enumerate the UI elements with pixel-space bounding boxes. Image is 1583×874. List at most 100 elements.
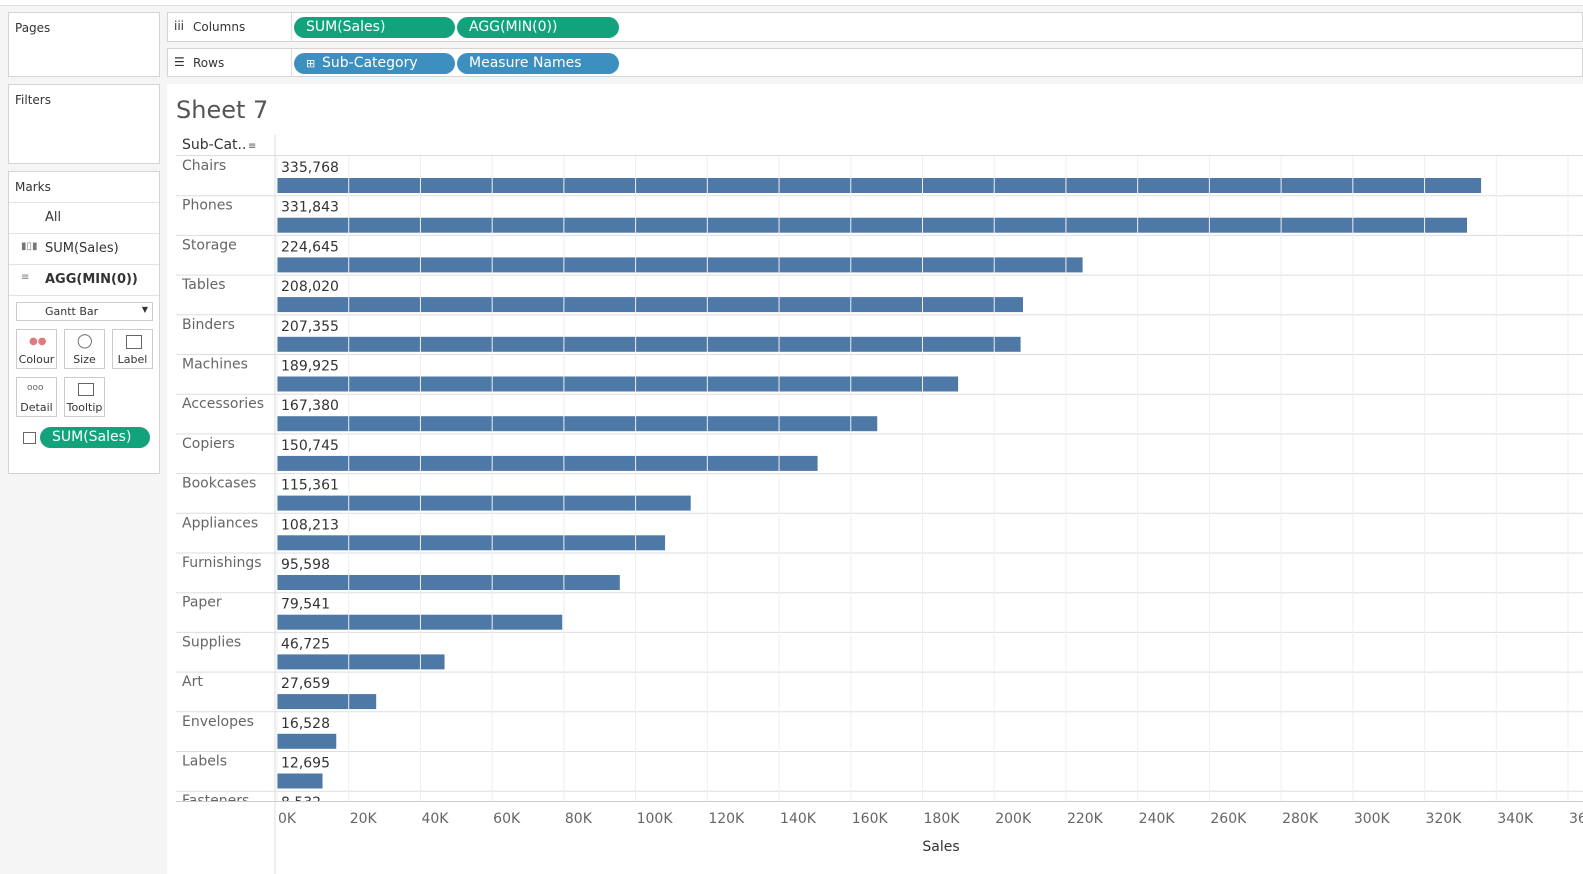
x-tick-label: 120K — [708, 811, 745, 827]
marks-all[interactable]: All — [45, 210, 62, 225]
label-label: Label — [117, 353, 148, 366]
rows-title: Rows — [193, 56, 225, 70]
bar — [277, 535, 666, 551]
value-label: 95,598 — [281, 557, 330, 573]
value-label: 12,695 — [281, 756, 330, 772]
x-tick-label: 80K — [565, 811, 593, 827]
size-label: Size — [73, 353, 96, 366]
value-label: 335,768 — [281, 160, 339, 176]
x-tick-label: 160K — [852, 811, 889, 827]
colour-label: Colour — [18, 353, 55, 366]
x-tick-label: 180K — [924, 811, 961, 827]
value-label: 115,361 — [281, 478, 339, 494]
category-label: Fasteners — [182, 793, 249, 809]
value-label: 27,659 — [281, 676, 330, 692]
gantt-icon: ≡ — [21, 272, 30, 283]
value-label: 207,355 — [281, 319, 339, 335]
bar — [277, 257, 1083, 273]
category-label: Art — [182, 674, 203, 690]
x-tick-label: 0K — [278, 811, 297, 827]
tooltip-label: Tooltip — [66, 401, 103, 414]
x-tick-label: 100K — [637, 811, 674, 827]
bar — [277, 178, 1482, 193]
divider — [9, 295, 159, 296]
sort-icon: ≡ — [248, 141, 256, 152]
pages-title: Pages — [15, 21, 51, 35]
rows-shelf: ☰ Rows Sub-Category ⊞ Measure Names — [167, 48, 1583, 77]
category-label: Bookcases — [182, 476, 256, 492]
value-label: 46,725 — [281, 636, 330, 652]
columns-title: Columns — [193, 20, 246, 34]
size-button[interactable]: ◯ Size — [64, 329, 105, 369]
column-pill[interactable]: AGG(MIN(0)) — [457, 17, 619, 38]
category-label: Machines — [182, 357, 248, 373]
x-tick-label: 20K — [350, 811, 378, 827]
x-tick-label: 40K — [421, 811, 449, 827]
value-label: 208,020 — [281, 279, 339, 295]
columns-shelf: iii Columns SUM(Sales) AGG(MIN(0)) — [167, 12, 1583, 42]
detail-button[interactable]: ooo Detail — [16, 377, 57, 417]
label-pill[interactable]: SUM(Sales) — [40, 427, 150, 448]
tooltip-button[interactable]: Tooltip — [64, 377, 105, 417]
divider — [9, 202, 159, 203]
detail-icon: ooo — [27, 383, 44, 393]
mark-type-dropdown[interactable]: Gantt Bar ▼ — [16, 302, 153, 321]
bar — [277, 773, 323, 789]
divider — [9, 233, 159, 234]
divider — [291, 49, 292, 76]
bar — [277, 575, 620, 590]
category-header: Sub-Cat.. — [182, 137, 246, 153]
marks-card: Marks All ▮▯▮ SUM(Sales) ≡ AGG(MIN(0)) G… — [8, 171, 160, 474]
tab-strip — [0, 0, 1583, 6]
colour-icon: ●● — [29, 336, 47, 347]
category-label: Accessories — [182, 396, 264, 412]
value-label: 150,745 — [281, 438, 339, 454]
row-pill[interactable]: Sub-Category — [294, 53, 455, 74]
value-label: 16,528 — [281, 716, 330, 732]
filters-title: Filters — [15, 93, 51, 107]
category-label: Copiers — [182, 436, 235, 452]
tooltip-icon — [78, 383, 94, 396]
x-axis-title: Sales — [922, 839, 959, 855]
label-button[interactable]: Label — [112, 329, 153, 369]
category-label: Paper — [182, 595, 222, 611]
category-label: Phones — [182, 198, 233, 214]
x-tick-label: 220K — [1067, 811, 1104, 827]
chart: Sheet 7 Sub-Cat.. ≡ Sales Chairs 335,768 P… — [167, 84, 1583, 874]
value-label: 79,541 — [281, 597, 330, 613]
rows-icon: ☰ — [174, 55, 185, 69]
dropdown-arrow: ▼ — [141, 305, 148, 314]
row-pill[interactable]: Measure Names — [457, 53, 619, 74]
category-label: Tables — [181, 277, 226, 293]
label-icon — [126, 335, 142, 349]
value-label: 8,532 — [281, 795, 321, 811]
bar — [277, 416, 878, 432]
x-tick-label: 280K — [1282, 811, 1319, 827]
bar — [277, 495, 691, 511]
size-icon: ◯ — [77, 333, 93, 349]
category-label: Chairs — [182, 158, 226, 174]
filters-card[interactable]: Filters — [8, 84, 160, 164]
marks-sum-sales[interactable]: SUM(Sales) — [45, 241, 119, 256]
category-label: Labels — [182, 754, 227, 770]
category-label: Storage — [182, 237, 237, 253]
marks-agg-min[interactable]: AGG(MIN(0)) — [45, 272, 138, 287]
colour-button[interactable]: ●● Colour — [16, 329, 57, 369]
mark-type: Gantt Bar — [45, 305, 99, 318]
bar — [277, 217, 1468, 233]
bar — [277, 336, 1021, 352]
bar — [277, 297, 1023, 313]
pages-card[interactable]: Pages — [8, 12, 160, 77]
expand-icon: ⊞ — [306, 57, 316, 70]
column-pill[interactable]: SUM(Sales) — [294, 17, 455, 38]
x-tick-label: 260K — [1210, 811, 1247, 827]
bar — [277, 376, 959, 392]
value-label: 167,380 — [281, 398, 339, 414]
x-tick-label: 340K — [1497, 811, 1534, 827]
bar — [277, 455, 818, 471]
x-tick-label: 60K — [493, 811, 521, 827]
value-label: 331,843 — [281, 200, 339, 216]
bar-icon: ▮▯▮ — [21, 241, 38, 252]
label-pill-icon — [23, 432, 36, 444]
